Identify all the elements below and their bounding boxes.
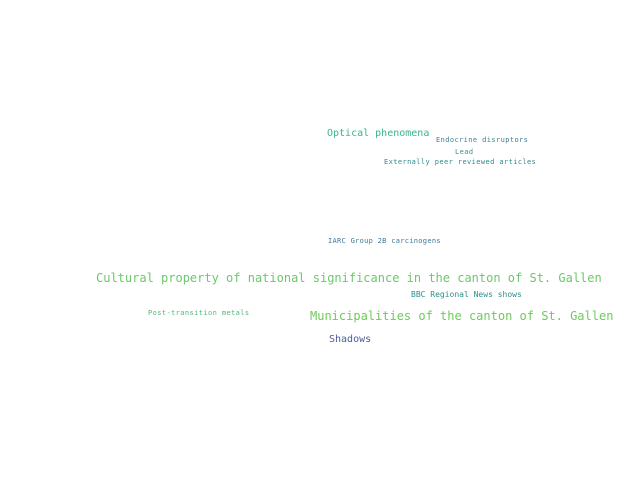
- word-municipalities-st-gallen: Municipalities of the canton of St. Gall…: [310, 309, 614, 323]
- word-shadows: Shadows: [329, 334, 372, 345]
- word-bbc-regional-news-shows: BBC Regional News shows: [411, 290, 522, 299]
- word-cultural-property: Cultural property of national significan…: [96, 271, 602, 285]
- word-post-transition-metals: Post-transition metals: [148, 309, 250, 317]
- word-lead: Lead: [455, 148, 474, 156]
- word-iarc-group-2b-carcinogens: IARC Group 2B carcinogens: [328, 237, 441, 245]
- word-optical-phenomena: Optical phenomena: [327, 128, 430, 139]
- word-endocrine-disruptors: Endocrine disruptors: [436, 136, 529, 144]
- word-externally-peer-reviewed-articles: Externally peer reviewed articles: [384, 158, 537, 166]
